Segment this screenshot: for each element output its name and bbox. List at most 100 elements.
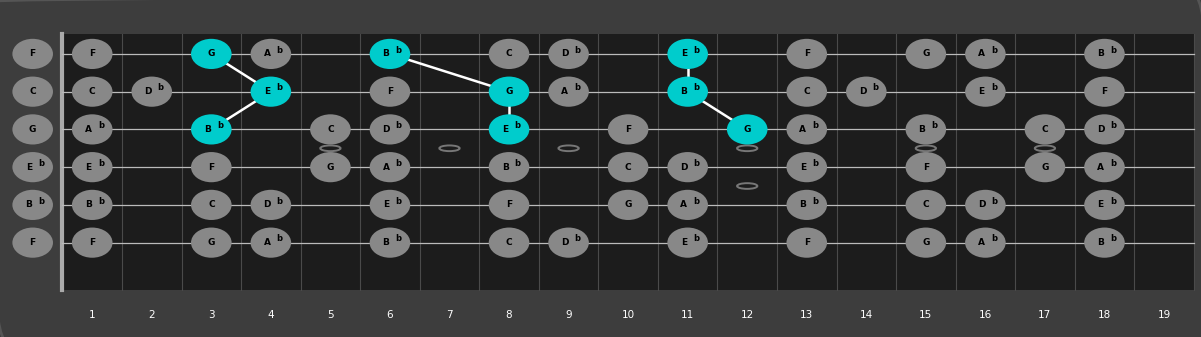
Ellipse shape [787,190,827,220]
Text: B: B [800,201,806,209]
Text: B: B [85,201,91,209]
Text: D: D [144,87,151,96]
Text: C: C [506,238,513,247]
Ellipse shape [608,190,649,220]
Text: C: C [1041,125,1048,134]
Text: b: b [872,83,878,92]
Ellipse shape [906,114,946,145]
Ellipse shape [489,190,530,220]
Ellipse shape [787,76,827,107]
Text: D: D [859,87,866,96]
Text: b: b [276,83,282,92]
Text: A: A [383,163,389,172]
Text: 8: 8 [506,310,513,320]
Text: A: A [561,87,568,96]
Ellipse shape [966,39,1005,69]
Ellipse shape [906,152,946,182]
Text: b: b [276,234,282,243]
Text: b: b [157,83,163,92]
Text: b: b [812,121,818,130]
Text: C: C [327,125,334,134]
Ellipse shape [370,227,411,258]
Ellipse shape [668,152,707,182]
Text: G: G [208,238,215,247]
Text: C: C [922,201,930,209]
Ellipse shape [12,114,53,145]
Text: b: b [38,196,44,206]
Ellipse shape [966,76,1005,107]
Text: b: b [991,234,997,243]
Text: A: A [263,238,270,247]
Ellipse shape [72,227,113,258]
Text: F: F [89,50,95,58]
Ellipse shape [608,152,649,182]
Text: E: E [40,236,47,249]
Ellipse shape [489,152,530,182]
Text: b: b [276,45,282,55]
Text: 19: 19 [1158,310,1171,320]
Ellipse shape [191,152,232,182]
Text: E: E [1098,201,1104,209]
Text: B: B [383,238,389,247]
Ellipse shape [906,39,946,69]
Ellipse shape [72,190,113,220]
Ellipse shape [191,39,232,69]
Text: 16: 16 [979,310,992,320]
Ellipse shape [72,114,113,145]
Text: C: C [803,87,809,96]
Text: A: A [38,198,48,211]
Text: D: D [38,161,48,174]
Ellipse shape [12,152,53,182]
Text: D: D [561,50,568,58]
Ellipse shape [668,76,707,107]
Ellipse shape [668,227,707,258]
Text: b: b [395,159,401,168]
Text: b: b [693,45,699,55]
Text: F: F [803,238,809,247]
Ellipse shape [549,227,588,258]
Ellipse shape [251,76,291,107]
Ellipse shape [489,227,530,258]
Text: B: B [680,87,687,96]
Text: F: F [922,163,928,172]
Text: B: B [502,163,508,172]
Ellipse shape [489,114,530,145]
Ellipse shape [251,39,291,69]
Text: B: B [919,125,926,134]
Text: b: b [395,121,401,130]
Text: C: C [89,87,96,96]
Text: F: F [387,87,393,96]
Text: B: B [1098,238,1104,247]
Ellipse shape [12,227,53,258]
Ellipse shape [131,76,172,107]
Ellipse shape [12,76,53,107]
Text: G: G [743,125,751,134]
Ellipse shape [370,39,411,69]
Ellipse shape [966,227,1005,258]
Text: b: b [217,121,223,130]
Ellipse shape [191,114,232,145]
Ellipse shape [846,76,886,107]
Text: 3: 3 [208,310,215,320]
Text: A: A [680,201,687,209]
FancyBboxPatch shape [61,34,1195,290]
Text: 17: 17 [1039,310,1052,320]
Text: F: F [1101,87,1107,96]
Ellipse shape [12,190,53,220]
Text: A: A [800,125,806,134]
Text: F: F [30,238,36,247]
Text: D: D [978,201,985,209]
Text: b: b [514,121,520,130]
Text: b: b [395,196,401,206]
Text: b: b [395,234,401,243]
Ellipse shape [1085,227,1125,258]
Ellipse shape [72,76,113,107]
Text: E: E [681,50,687,58]
Ellipse shape [12,39,53,69]
Text: A: A [263,50,270,58]
Text: G: G [208,50,215,58]
Text: B: B [25,201,32,209]
Text: C: C [506,50,513,58]
Ellipse shape [251,190,291,220]
Ellipse shape [668,39,707,69]
